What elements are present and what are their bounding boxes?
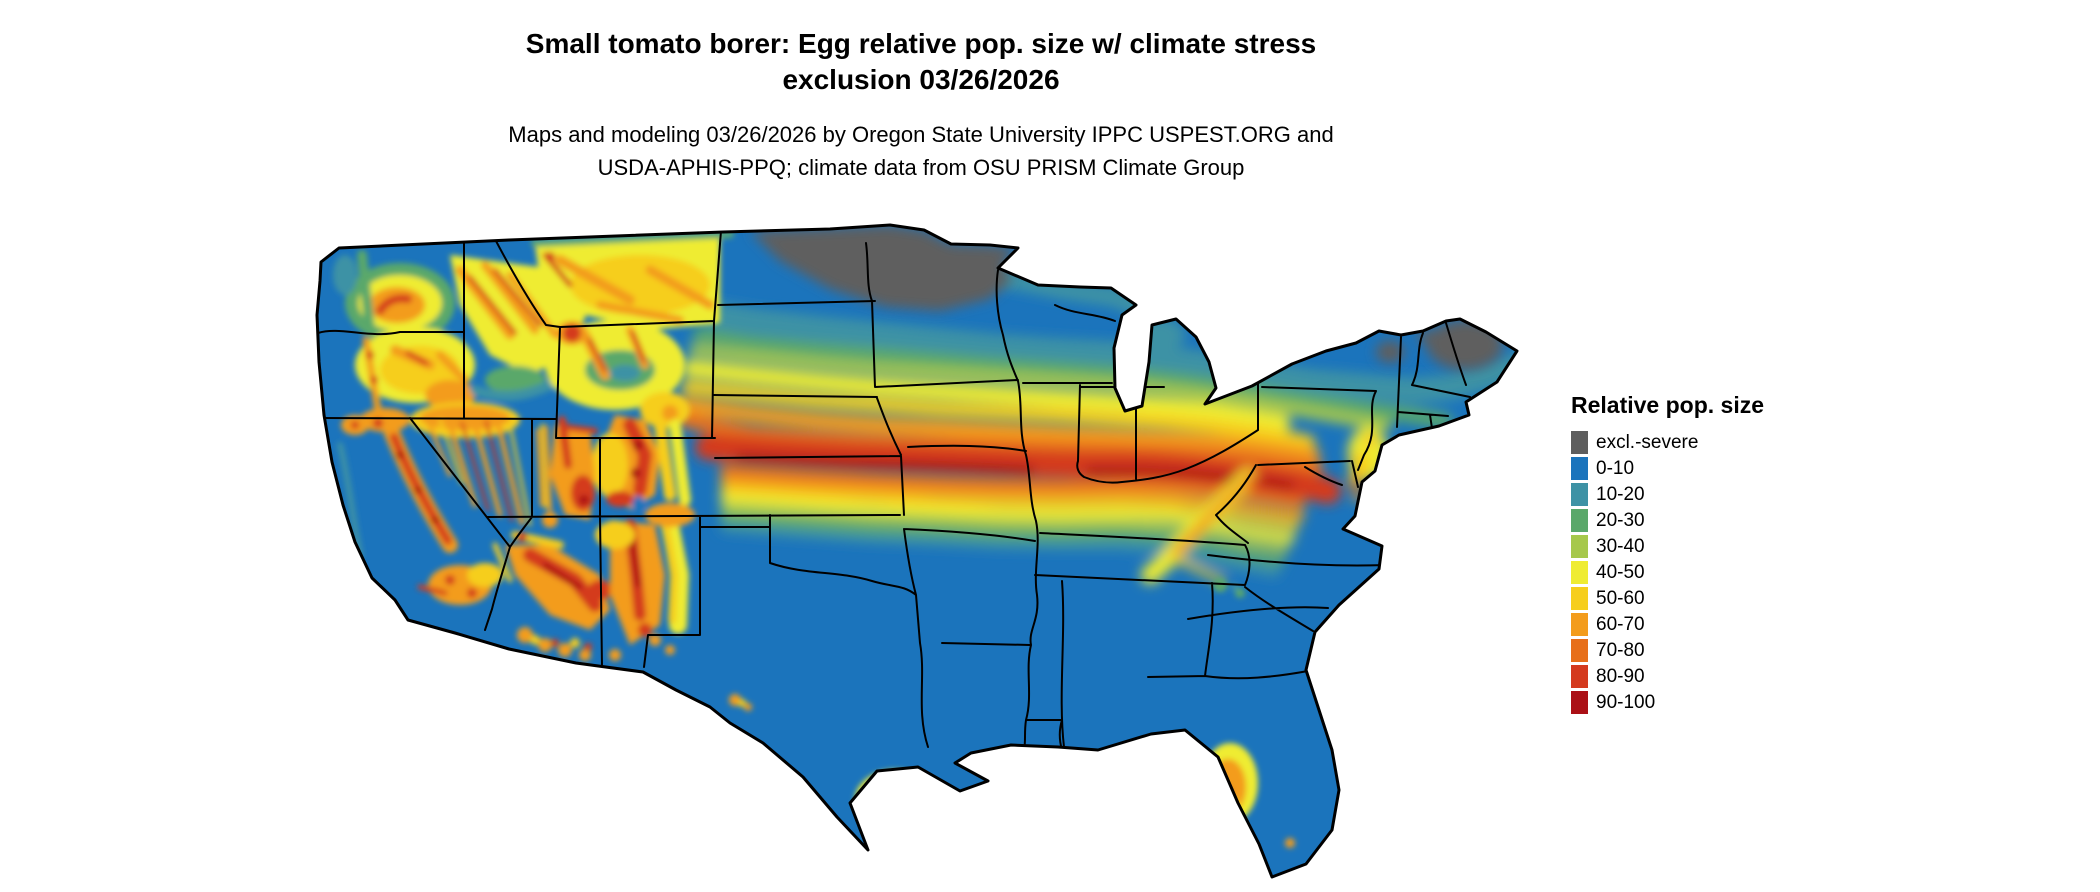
legend-item: 20-30 xyxy=(1571,509,1811,532)
legend-item-label: 20-30 xyxy=(1596,509,1645,531)
legend-title: Relative pop. size xyxy=(1571,392,1765,418)
legend-item-label: 10-20 xyxy=(1596,483,1645,505)
us-outline xyxy=(315,223,1519,879)
legend-item: 90-100 xyxy=(1571,691,1811,714)
legend-item-label: 90-100 xyxy=(1596,691,1656,713)
legend-item-label: 80-90 xyxy=(1596,665,1645,687)
legend-item-label: 30-40 xyxy=(1596,535,1645,557)
legend-item: 30-40 xyxy=(1571,535,1811,558)
legend-item-label: 50-60 xyxy=(1596,587,1645,609)
legend-swatch xyxy=(1571,457,1588,480)
map-subtitle-line1: Maps and modeling 03/26/2026 by Oregon S… xyxy=(508,122,1334,147)
legend-item: 80-90 xyxy=(1571,665,1811,688)
raster-bands xyxy=(677,267,1517,584)
legend-item-label: 0-10 xyxy=(1596,457,1635,479)
legend-item: 0-10 xyxy=(1571,457,1811,480)
legend-swatch xyxy=(1571,639,1588,662)
legend-swatch xyxy=(1571,691,1588,714)
legend-item-label: 60-70 xyxy=(1596,613,1645,635)
legend-swatch xyxy=(1571,431,1588,454)
legend-item-label: excl.-severe xyxy=(1596,431,1699,453)
us-map xyxy=(300,215,1540,885)
legend-swatch xyxy=(1571,483,1588,506)
map-title-line2: exclusion 03/26/2026 xyxy=(782,64,1060,95)
legend-items: excl.-severe 0-10 10-20 20-30 30-40 40-50 50-6… xyxy=(1571,431,1811,714)
legend-item-label: 40-50 xyxy=(1596,561,1645,583)
legend-item: 10-20 xyxy=(1571,483,1811,506)
legend-item: 50-60 xyxy=(1571,587,1811,610)
legend-swatch xyxy=(1571,561,1588,584)
legend-swatch xyxy=(1571,613,1588,636)
legend-item: 60-70 xyxy=(1571,613,1811,636)
legend-item: 40-50 xyxy=(1571,561,1811,584)
map-subtitle: Maps and modeling 03/26/2026 by Oregon S… xyxy=(0,118,1842,184)
legend-swatch xyxy=(1571,509,1588,532)
map-title: Small tomato borer: Egg relative pop. si… xyxy=(0,26,1842,98)
legend-item: excl.-severe xyxy=(1571,431,1811,454)
legend-swatch xyxy=(1571,665,1588,688)
state-borders xyxy=(317,230,1471,751)
legend-item-label: 70-80 xyxy=(1596,639,1645,661)
map-subtitle-line2: USDA-APHIS-PPQ; climate data from OSU PR… xyxy=(597,155,1245,180)
legend-swatch xyxy=(1571,535,1588,558)
legend-item: 70-80 xyxy=(1571,639,1811,662)
legend: Relative pop. size excl.-severe 0-10 10-20… xyxy=(1571,392,1811,717)
legend-swatch xyxy=(1571,587,1588,610)
us-map-svg xyxy=(315,223,1519,879)
map-title-line1: Small tomato borer: Egg relative pop. si… xyxy=(525,28,1317,59)
